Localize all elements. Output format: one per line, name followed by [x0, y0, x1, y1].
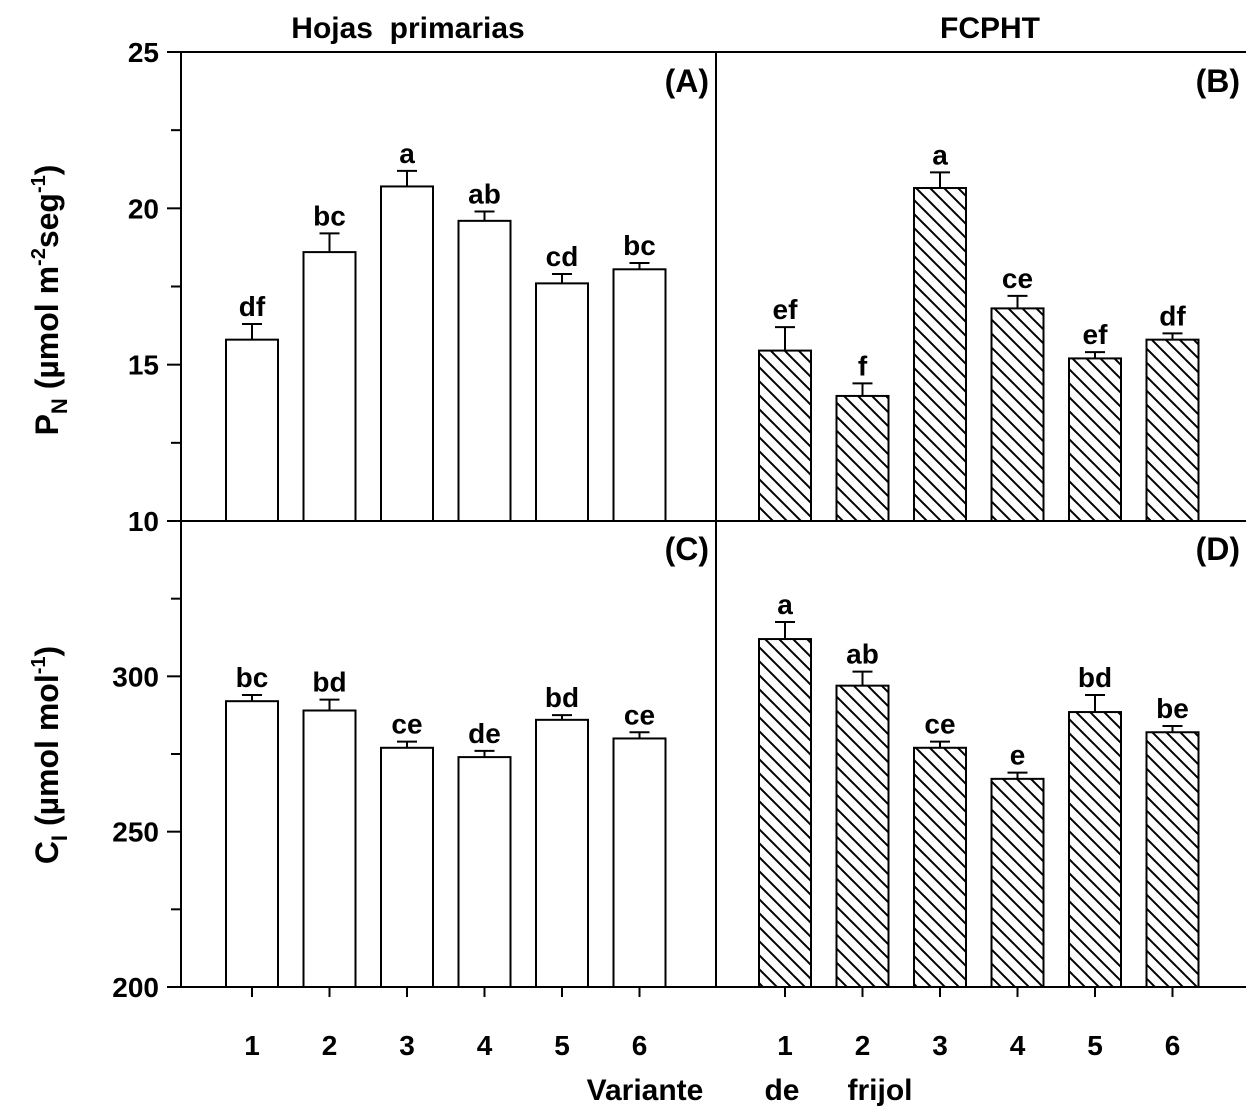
panel-d: a ab ce e bd be: [758, 589, 1200, 989]
panel-label-b: (B): [1196, 63, 1240, 99]
significance-label: bd: [545, 682, 579, 713]
bar: [535, 282, 589, 522]
x-tick-label: 4: [477, 1030, 493, 1061]
column-title-right: FCPHT: [940, 12, 1040, 45]
significance-label: ce: [391, 709, 422, 740]
x-tick-label: 2: [322, 1030, 338, 1061]
bar: [457, 219, 512, 522]
significance-label: ab: [846, 639, 879, 670]
significance-label: a: [932, 139, 948, 170]
bar: [457, 756, 512, 989]
significance-label: bc: [623, 230, 656, 261]
bar: [302, 709, 357, 988]
y-tick-label: 250: [112, 817, 159, 848]
y-tick-label: 20: [128, 193, 159, 224]
x-tick-label: 5: [1087, 1030, 1103, 1061]
significance-label: ab: [468, 178, 501, 209]
bars-layer: df bc a ab cd bc ef f a ce ef df bc bd ce de bd ce a ab ce e b…: [225, 138, 1200, 989]
bar: [1068, 357, 1122, 522]
x-tick-label: 2: [855, 1030, 871, 1061]
x-tick-label: 1: [244, 1030, 260, 1061]
y-tick-label: 25: [128, 37, 159, 68]
significance-label: ce: [1002, 263, 1033, 294]
x-tick-label: 6: [632, 1030, 648, 1061]
significance-label: f: [858, 350, 868, 381]
bar: [302, 251, 357, 523]
panel-a: df bc a ab cd bc: [225, 138, 667, 523]
significance-label: a: [777, 589, 793, 620]
bar: [835, 394, 890, 522]
bar: [1145, 338, 1200, 522]
bar: [990, 777, 1045, 988]
x-tick-label: 5: [554, 1030, 570, 1061]
bar: [1145, 731, 1200, 989]
significance-label: df: [1159, 300, 1186, 331]
y-axis-label-bottom: CI (µmol mol-1): [28, 646, 72, 864]
panel-label-d: (D): [1196, 531, 1240, 567]
y-axis-label-top: PN (µmol m-2seg-1): [28, 165, 72, 436]
bar: [990, 307, 1045, 522]
column-title-left: Hojas primarias: [291, 12, 524, 45]
bar: [380, 185, 434, 523]
significance-label: ef: [1083, 319, 1109, 350]
panel-b: ef f a ce ef df: [758, 139, 1200, 523]
panel-label-c: (C): [665, 531, 709, 567]
x-axis-label-part-2: de: [764, 1074, 799, 1107]
bar: [612, 737, 667, 989]
x-tick-label: 3: [932, 1030, 948, 1061]
bar: [612, 268, 667, 523]
significance-label: ef: [773, 294, 799, 325]
bar: [380, 746, 434, 989]
x-axis-label-part-1: Variante: [587, 1074, 704, 1107]
significance-label: ce: [624, 699, 655, 730]
y-tick-label: 10: [128, 506, 159, 537]
significance-label: df: [239, 291, 266, 322]
bar: [1068, 711, 1122, 988]
x-tick-label: 3: [399, 1030, 415, 1061]
y-tick-label: 15: [128, 350, 159, 381]
y-tick-label: 200: [112, 972, 159, 1003]
bar: [758, 638, 812, 988]
significance-label: ce: [924, 709, 955, 740]
significance-label: e: [1010, 740, 1026, 771]
significance-label: bd: [312, 667, 346, 698]
x-tick-label: 6: [1165, 1030, 1181, 1061]
significance-label: bc: [236, 662, 269, 693]
significance-label: bc: [313, 200, 346, 231]
bar: [758, 349, 812, 523]
significance-label: cd: [546, 241, 579, 272]
x-ticks-layer: 1 2 3 4 5 6 1 2 3 4 5 6: [244, 987, 1180, 1061]
significance-label: be: [1156, 693, 1189, 724]
x-tick-label: 1: [777, 1030, 793, 1061]
x-tick-label: 4: [1010, 1030, 1026, 1061]
panel-c: bc bd ce de bd ce: [225, 662, 667, 989]
bar: [225, 338, 279, 522]
significance-label: bd: [1078, 662, 1112, 693]
x-axis-label-part-3: frijol: [848, 1074, 913, 1107]
bar: [225, 700, 279, 988]
bar: [535, 718, 589, 988]
bar: [835, 684, 890, 988]
significance-label: a: [399, 138, 415, 169]
bar: [913, 187, 967, 522]
panel-label-a: (A): [665, 63, 709, 99]
significance-label: de: [468, 718, 501, 749]
y-tick-label: 300: [112, 661, 159, 692]
y-ticks-layer: 10 15 20 25 200 250 300: [112, 37, 181, 1003]
bar: [913, 746, 967, 989]
